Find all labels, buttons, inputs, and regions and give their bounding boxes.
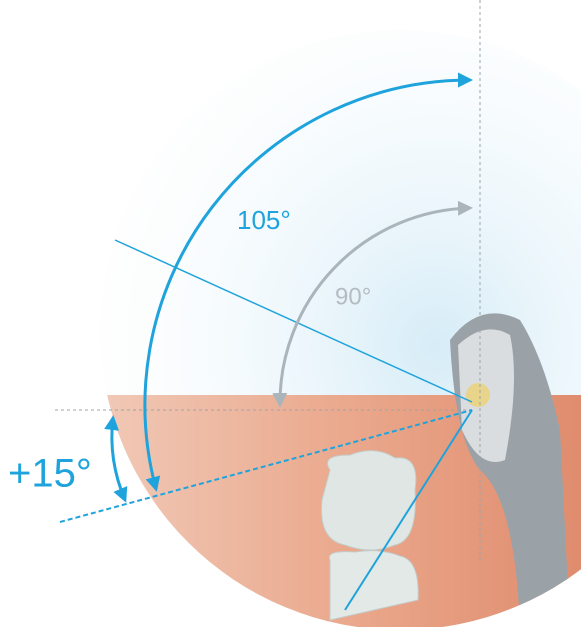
angle-label: 90° xyxy=(335,283,371,310)
angle-label: +15° xyxy=(8,452,92,496)
arc-105 xyxy=(143,72,473,492)
arc-90 xyxy=(272,200,473,408)
tooth xyxy=(320,450,417,551)
arc-15 xyxy=(104,415,128,503)
angle-label: 105° xyxy=(237,205,291,235)
bur xyxy=(466,383,490,407)
tooth xyxy=(328,550,419,621)
